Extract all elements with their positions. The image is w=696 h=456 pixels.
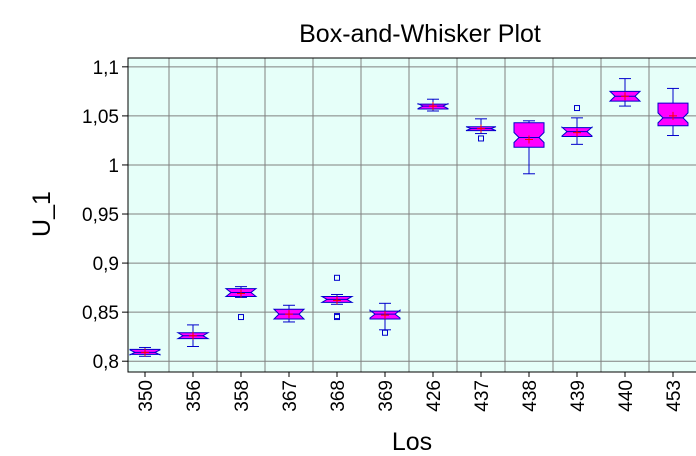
x-tick-label: 426 [424, 380, 445, 412]
y-tick-label: 1,1 [93, 58, 119, 79]
x-tick-label: 368 [328, 380, 349, 412]
x-tick-label: 437 [472, 380, 493, 412]
box [513, 122, 545, 148]
x-tick-label: 350 [136, 380, 157, 412]
y-tick-label: 0,8 [93, 352, 119, 373]
y-tick-label: 1 [108, 156, 119, 177]
x-tick-label: 439 [568, 380, 589, 412]
y-tick-label: 0,85 [82, 303, 119, 324]
outlier [574, 105, 580, 112]
x-tick-label: 438 [520, 380, 541, 412]
chart-title: Box-and-Whisker Plot [299, 20, 541, 48]
x-tick-label: 453 [664, 380, 685, 412]
x-tick-label: 369 [376, 380, 397, 412]
mean [621, 92, 629, 101]
mean [477, 124, 485, 133]
y-tick-label: 1,05 [82, 107, 119, 128]
mean [381, 311, 389, 320]
mean [237, 289, 245, 298]
mean [285, 310, 293, 319]
x-tick-label: 358 [232, 380, 253, 412]
mean [141, 348, 149, 357]
mean [429, 102, 437, 111]
outlier [334, 313, 340, 320]
outlier [382, 329, 388, 336]
plot-background [128, 58, 696, 372]
y-axis-label: U_1 [28, 191, 56, 237]
mean [525, 135, 533, 144]
y-tick-label: 0,9 [93, 254, 119, 275]
outlier [238, 314, 244, 321]
x-axis-label: Los [392, 428, 432, 456]
mean [669, 111, 677, 120]
outlier [478, 135, 484, 142]
x-tick-label: 440 [616, 380, 637, 412]
outlier [334, 274, 340, 281]
mean [573, 128, 581, 137]
x-tick-label: 356 [184, 380, 205, 412]
mean [189, 331, 197, 340]
plot-frame [127, 57, 696, 373]
y-tick-label: 0,95 [82, 205, 119, 226]
x-tick-label: 367 [280, 380, 301, 412]
mean [333, 296, 341, 305]
